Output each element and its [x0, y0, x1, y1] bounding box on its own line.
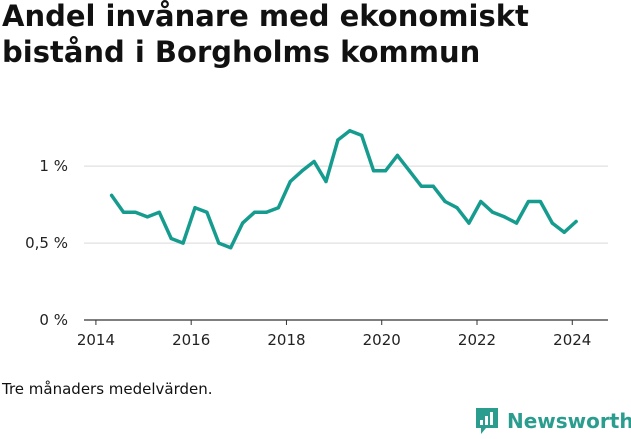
x-tick-label: 2022	[458, 331, 496, 349]
data-point	[455, 206, 459, 210]
data-point	[241, 221, 245, 225]
x-tick-label: 2020	[363, 331, 401, 349]
data-point	[217, 241, 221, 245]
axis-labels: 0 % 0,5 % 1 % 2014 2016 2018 2020 2022 2024	[25, 157, 591, 349]
data-point	[276, 206, 280, 210]
data-point	[121, 210, 126, 214]
data-point	[324, 179, 328, 184]
series-line	[109, 129, 578, 250]
data-point	[145, 215, 149, 219]
data-point	[491, 210, 495, 214]
data-point	[383, 169, 388, 173]
grid	[84, 165, 608, 321]
chart-title: Andel invånare med ekonomiskt bistånd i …	[2, 0, 529, 69]
data-point	[431, 184, 435, 188]
data-point	[538, 199, 542, 204]
data-point	[133, 210, 138, 214]
data-point	[252, 210, 257, 214]
chart-caption: Tre månaders medelvärden.	[2, 380, 213, 398]
data-point	[562, 230, 566, 234]
data-point	[288, 179, 292, 184]
data-point	[479, 199, 483, 204]
data-point	[193, 206, 197, 210]
data-point	[467, 221, 471, 225]
data-point	[360, 133, 364, 137]
data-point	[395, 153, 400, 157]
data-point	[300, 169, 304, 173]
y-tick-label: 1 %	[39, 157, 68, 175]
brand-logo: Newsworthy	[474, 406, 631, 436]
data-point	[169, 236, 173, 241]
data-point	[229, 246, 233, 250]
data-point	[312, 159, 316, 164]
data-point	[407, 169, 411, 173]
y-tick-label: 0,5 %	[25, 234, 68, 252]
data-point	[336, 138, 340, 142]
data-point	[443, 199, 447, 204]
data-point	[181, 241, 185, 245]
y-tick-label: 0 %	[39, 311, 68, 329]
data-point	[574, 219, 578, 224]
data-point	[110, 193, 114, 197]
data-point	[526, 199, 531, 204]
data-point	[157, 210, 161, 214]
series-layer	[109, 129, 578, 250]
data-point	[205, 210, 209, 214]
brand-name: Newsworthy	[507, 409, 631, 433]
data-point	[503, 215, 507, 219]
data-point	[348, 129, 352, 133]
x-tick-label: 2014	[77, 331, 115, 349]
x-tick-label: 2016	[172, 331, 210, 349]
newsworthy-logo-icon	[476, 408, 498, 434]
data-point	[372, 169, 376, 173]
x-tick-label: 2024	[553, 331, 591, 349]
data-point	[264, 210, 269, 214]
data-point	[550, 221, 554, 225]
x-tick-label: 2018	[267, 331, 305, 349]
data-point	[514, 221, 519, 225]
data-point	[419, 184, 423, 188]
